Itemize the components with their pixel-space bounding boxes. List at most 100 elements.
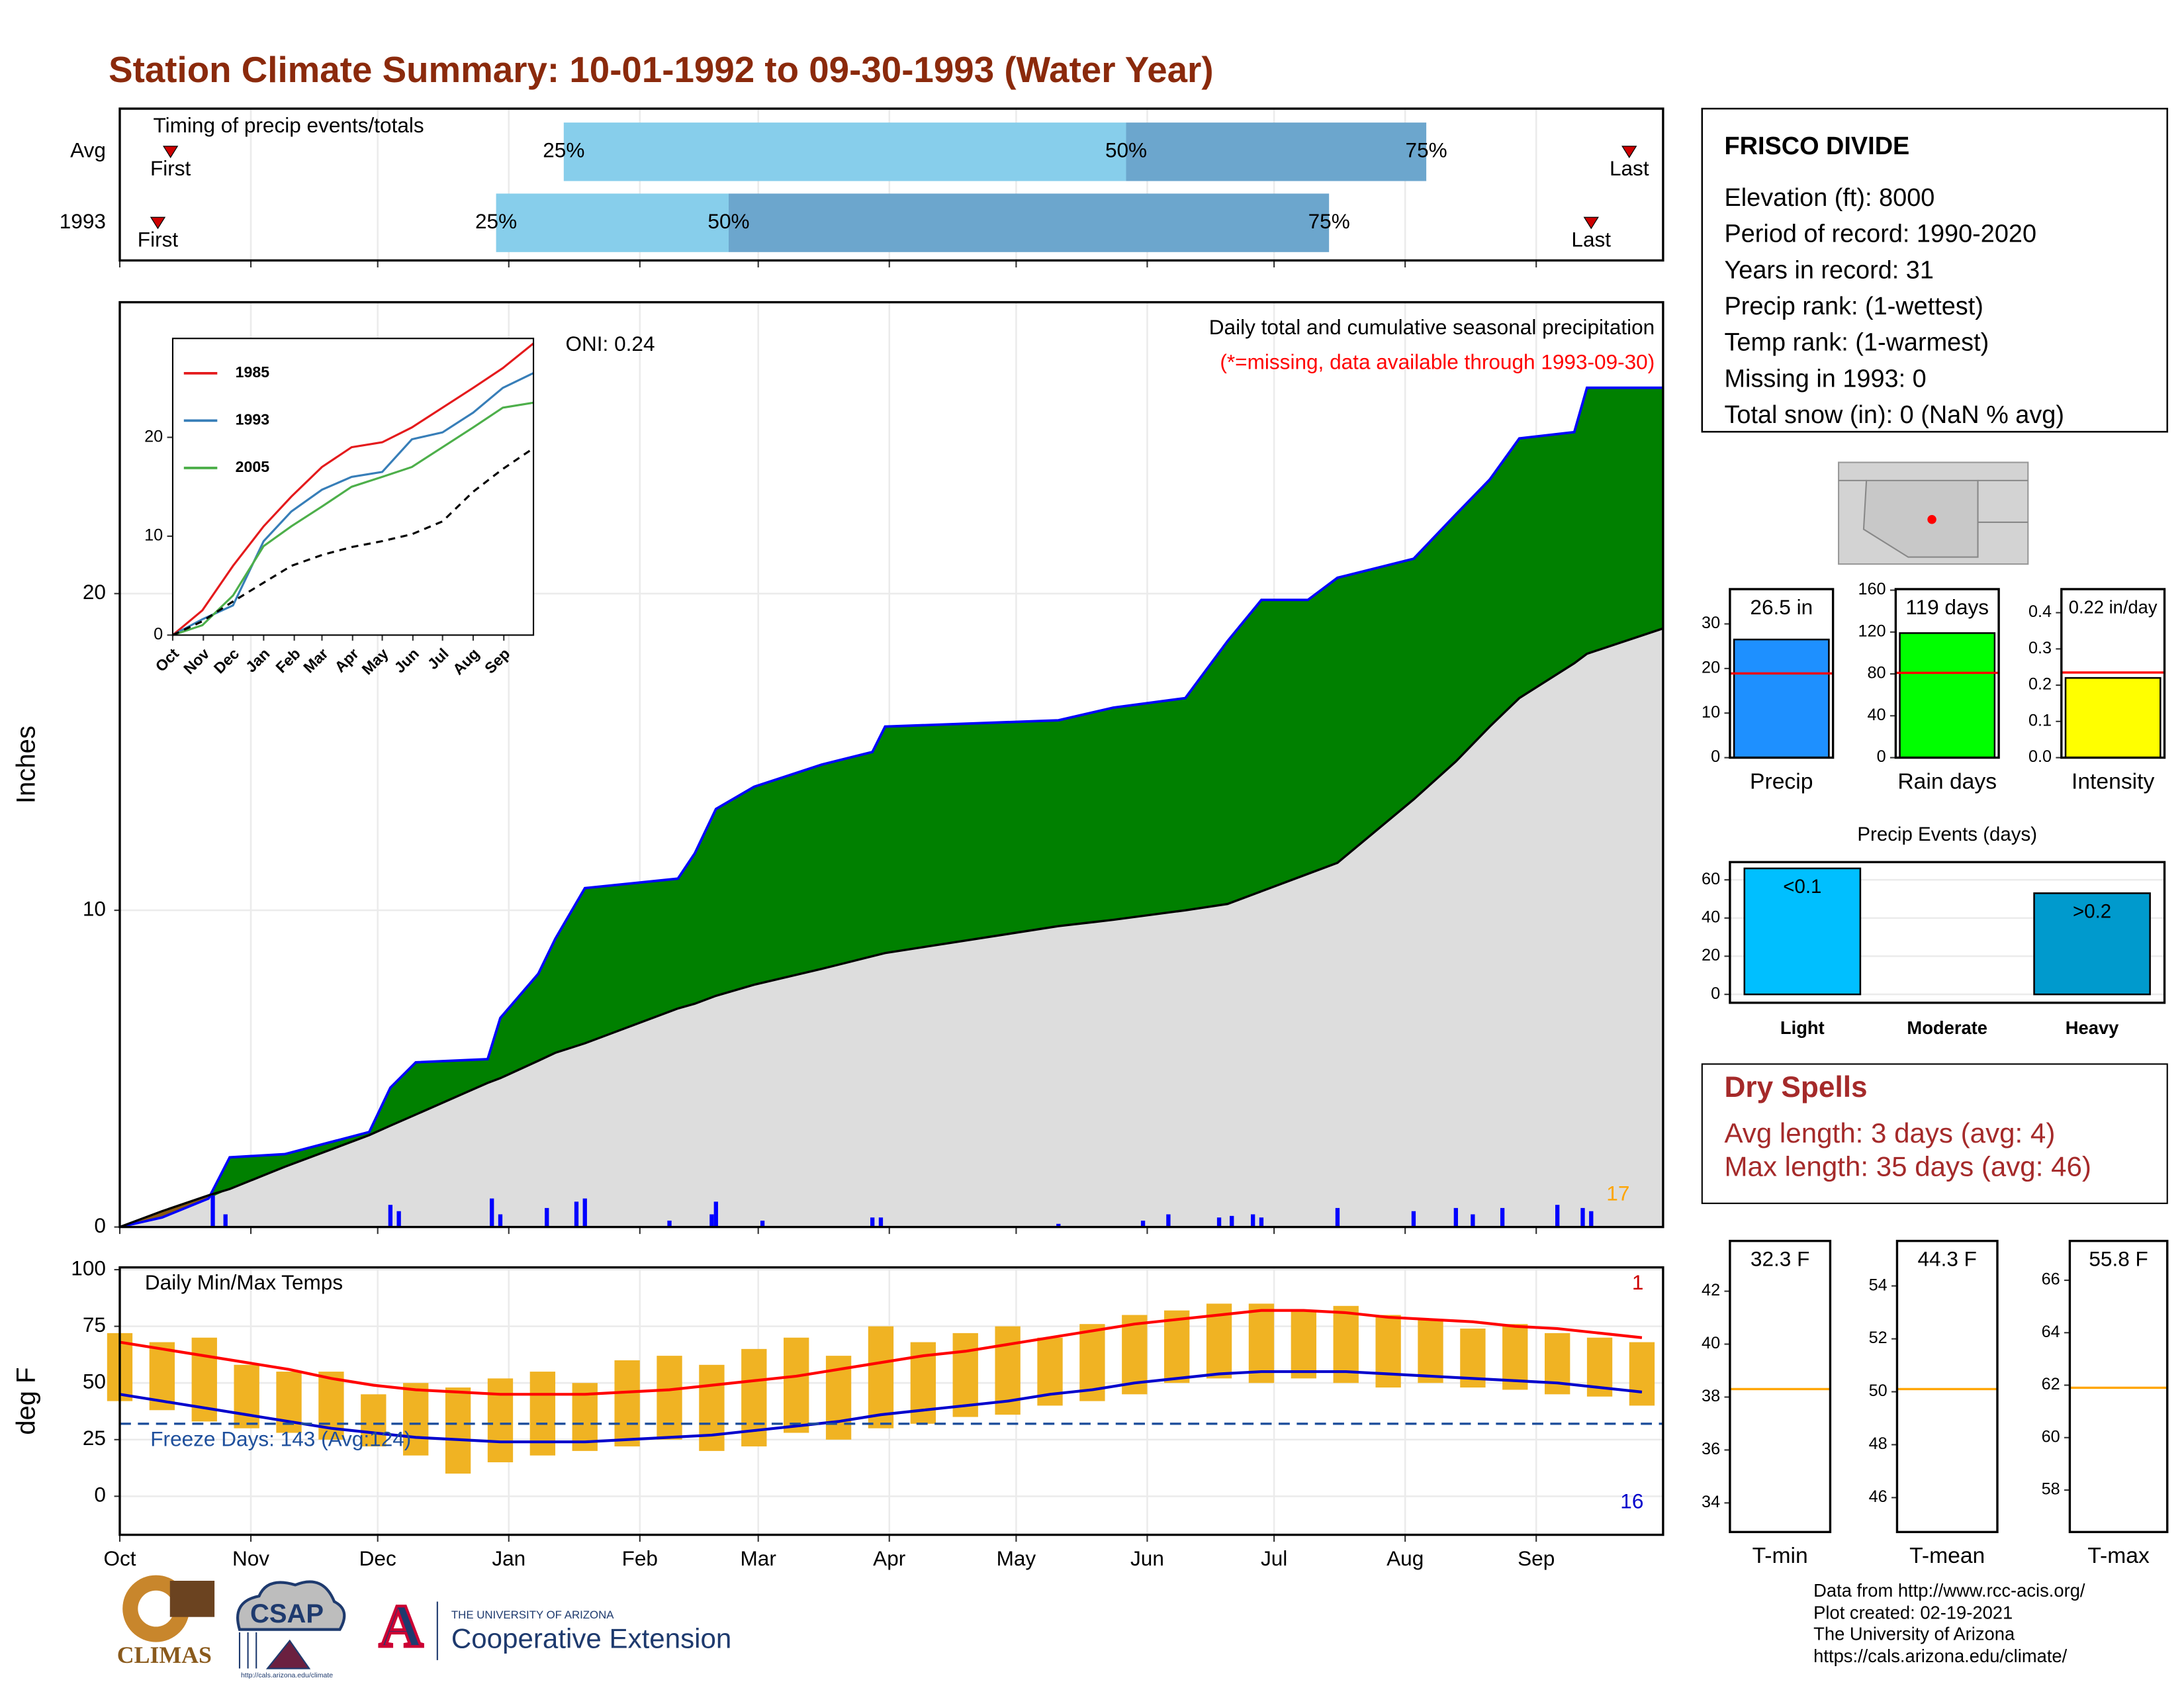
- plot-frame: [1729, 1239, 1832, 1534]
- dry-spells-box: [1701, 1063, 2168, 1204]
- y-tick-label: Avg: [70, 138, 106, 162]
- value-label: 44.3 F: [1917, 1246, 1976, 1270]
- temp-range-bar: [868, 1326, 894, 1429]
- y-tick-label: 10: [83, 897, 106, 921]
- map-border: [1839, 479, 2028, 524]
- y-tick-label: 20: [83, 580, 106, 604]
- category-label: T-min: [1752, 1544, 1808, 1568]
- bar: [2064, 677, 2161, 758]
- y-tick-label: 0.0: [2028, 747, 2052, 766]
- x-tick-label: Feb: [622, 1546, 658, 1570]
- y-axis-label: Inches: [12, 726, 41, 804]
- y-tick-label: 10: [144, 526, 163, 545]
- daily-bar: [1453, 1207, 1458, 1227]
- y-tick-label: 1993: [60, 209, 106, 233]
- plot-frame: [118, 107, 1664, 262]
- y-tick-label: 54: [1869, 1276, 1888, 1294]
- daily-bar: [1589, 1211, 1594, 1227]
- logo-text: CSAP: [250, 1599, 324, 1628]
- temp-range-bar: [614, 1360, 640, 1447]
- daily-bar: [1216, 1217, 1222, 1227]
- quartile-label: 25%: [475, 209, 517, 233]
- y-tick-label: 0: [1877, 747, 1886, 766]
- y-tick-label: 42: [1702, 1281, 1720, 1299]
- value-label: 0.22 in/day: [2069, 597, 2158, 618]
- station-line: Missing in 1993: 0: [1724, 365, 1926, 393]
- chart-title: Daily total and cumulative seasonal prec…: [1209, 315, 1655, 339]
- daily-bar: [1259, 1217, 1264, 1227]
- logo-text: Cooperative Extension: [451, 1623, 731, 1654]
- y-tick-label: 0.2: [2028, 675, 2052, 694]
- plot-background: [1897, 1241, 1997, 1532]
- y-tick-label: 25: [83, 1426, 106, 1450]
- daily-bar: [667, 1221, 672, 1227]
- logo-text: http://cals.arizona.edu/climate: [241, 1671, 333, 1679]
- temp-range-bar: [1164, 1310, 1190, 1383]
- category-label: Rain days: [1897, 769, 1997, 794]
- plot-background: [2070, 1241, 2167, 1532]
- series-line: [171, 342, 535, 636]
- y-tick-label: 52: [1869, 1329, 1888, 1347]
- y-tick-label: 38: [1702, 1387, 1720, 1405]
- y-tick-label: 48: [1869, 1434, 1888, 1453]
- category-label: Intensity: [2071, 769, 2155, 794]
- y-tick-label: 40: [1868, 706, 1886, 724]
- event-marker: [162, 146, 179, 158]
- temp-range-bar: [361, 1394, 387, 1447]
- x-tick-label: Oct: [103, 1546, 136, 1570]
- x-tick-label: Dec: [359, 1546, 396, 1570]
- logos: CLIMAS CSAP http://cals.arizona.edu/clim…: [117, 1575, 731, 1679]
- x-tick-label: Aug: [1387, 1546, 1424, 1570]
- plot-frame: [1895, 1239, 1999, 1534]
- daily-bar: [582, 1198, 587, 1227]
- x-tick-label: Nov: [232, 1546, 269, 1570]
- event-label: First: [138, 227, 179, 251]
- map-state: [1862, 479, 1979, 558]
- csap-graphic: [238, 1632, 311, 1669]
- cumulative-line: [119, 627, 1664, 1229]
- daily-bar: [1230, 1215, 1234, 1227]
- quartile-label: 50%: [707, 209, 749, 233]
- y-tick-label: 120: [1858, 622, 1886, 640]
- csap-cloud: [236, 1580, 346, 1631]
- daily-bar: [1140, 1221, 1146, 1227]
- y-tick-label: 20: [1702, 659, 1720, 677]
- event-marker: [150, 216, 166, 230]
- value-label: 119 days: [1905, 595, 1989, 619]
- daily-bar: [1166, 1214, 1171, 1227]
- daily-bar: [1335, 1207, 1340, 1227]
- daily-bar: [1056, 1223, 1061, 1227]
- quartile-bar: [496, 193, 729, 252]
- daily-bar: [223, 1214, 228, 1227]
- bar: [1899, 632, 1996, 758]
- station-line: Precip rank: (1-wettest): [1724, 293, 1983, 320]
- legend-label: 1993: [236, 411, 270, 428]
- category-label: Light: [1780, 1017, 1825, 1038]
- category-label: T-max: [2087, 1544, 2150, 1568]
- value-label: 55.8 F: [2089, 1246, 2148, 1270]
- temp-range-bar: [1375, 1315, 1401, 1388]
- bar: [1743, 867, 1862, 996]
- quartile-label: 25%: [543, 138, 584, 162]
- min-count: 16: [1620, 1489, 1643, 1513]
- y-tick-label: 66: [2042, 1270, 2060, 1289]
- legend-label: 2005: [236, 458, 270, 475]
- y-tick-label: 30: [1702, 614, 1720, 632]
- category-label: Heavy: [2066, 1017, 2119, 1038]
- daily-bar: [210, 1195, 215, 1227]
- daily-bar: [498, 1214, 503, 1227]
- series-line: [172, 401, 534, 636]
- station-line: Years in record: 31: [1724, 256, 1933, 284]
- y-tick-label: 40: [1702, 1334, 1720, 1352]
- category-label: Precip: [1750, 769, 1813, 794]
- credit-line: https://cals.arizona.edu/climate/: [1813, 1646, 2067, 1666]
- y-tick-label: 0.4: [2028, 602, 2052, 621]
- temp-range-bar: [657, 1356, 682, 1440]
- x-tick-label: Jan: [492, 1546, 525, 1570]
- daily-bar: [396, 1211, 401, 1227]
- y-tick-label: 0.3: [2028, 639, 2052, 657]
- climas-emblem-shape: [169, 1580, 215, 1617]
- daily-bar: [1500, 1207, 1505, 1227]
- chart-subtitle: (*=missing, data available through 1993-…: [1220, 350, 1655, 373]
- quartile-bar: [563, 122, 1126, 181]
